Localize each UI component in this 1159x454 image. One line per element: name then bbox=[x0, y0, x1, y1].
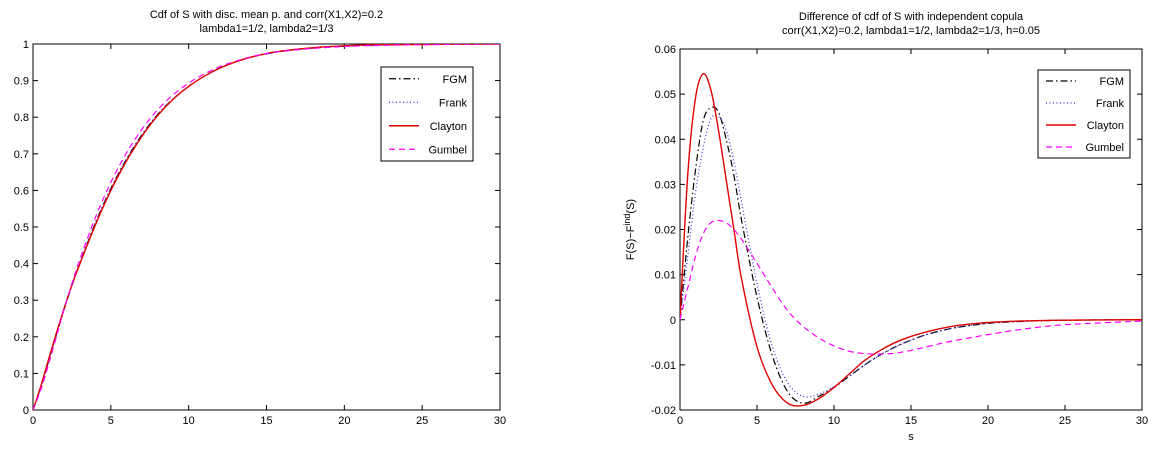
x-tick-label: 15 bbox=[260, 415, 272, 427]
y-tick-label: 0.8 bbox=[14, 112, 29, 124]
y-tick-label: 0 bbox=[23, 405, 29, 417]
legend-label-gumbel: Gumbel bbox=[1085, 142, 1124, 154]
x-tick-label: 15 bbox=[905, 415, 917, 427]
x-tick-label: 25 bbox=[416, 415, 428, 427]
series-line-gumbel bbox=[680, 219, 1142, 355]
y-tick-label: 0.03 bbox=[655, 179, 676, 191]
y-tick-label: 0.4 bbox=[14, 259, 29, 271]
y-tick-label: 0 bbox=[670, 315, 676, 327]
y-axis-label: F(S)−Find(S) bbox=[622, 199, 637, 260]
legend-label-clayton: Clayton bbox=[430, 121, 467, 133]
y-tick-label: 0.05 bbox=[655, 89, 676, 101]
chart-2: Difference of cdf of S with independent … bbox=[622, 11, 1148, 443]
y-tick-label: 0.3 bbox=[14, 295, 29, 307]
y-tick-label: -0.01 bbox=[651, 360, 676, 372]
legend-label-fgm: FGM bbox=[1100, 76, 1124, 88]
legend-label-gumbel: Gumbel bbox=[428, 144, 467, 156]
chart-title-line: Cdf of S with disc. mean p. and corr(X1,… bbox=[150, 9, 383, 21]
x-tick-label: 10 bbox=[183, 415, 195, 427]
y-tick-label: 1 bbox=[23, 39, 29, 51]
x-tick-label: 30 bbox=[494, 415, 506, 427]
y-tick-label: 0.2 bbox=[14, 332, 29, 344]
x-tick-label: 30 bbox=[1136, 415, 1148, 427]
y-tick-label: 0.9 bbox=[14, 76, 29, 88]
series-line-clayton bbox=[680, 72, 1142, 407]
y-tick-label: 0.02 bbox=[655, 225, 676, 237]
x-tick-label: 0 bbox=[30, 415, 36, 427]
y-tick-label: 0.6 bbox=[14, 185, 29, 197]
legend-box bbox=[1037, 69, 1131, 159]
y-tick-label: -0.02 bbox=[651, 405, 676, 417]
series-line-clayton bbox=[33, 44, 500, 410]
legend-box bbox=[380, 66, 474, 162]
x-tick-label: 0 bbox=[677, 415, 683, 427]
x-tick-label: 5 bbox=[108, 415, 114, 427]
series-line-fgm bbox=[680, 106, 1142, 404]
y-tick-label: 0.7 bbox=[14, 149, 29, 161]
x-axis-label: s bbox=[908, 431, 914, 443]
y-tick-label: 0.01 bbox=[655, 270, 676, 282]
x-tick-label: 20 bbox=[982, 415, 994, 427]
y-tick-label: 0.5 bbox=[14, 222, 29, 234]
chart-title-line: corr(X1,X2)=0.2, lambda1=1/2, lambda2=1/… bbox=[782, 25, 1040, 37]
x-tick-label: 25 bbox=[1059, 415, 1071, 427]
series-line-gumbel bbox=[33, 44, 500, 410]
x-tick-label: 10 bbox=[828, 415, 840, 427]
chart-1: Cdf of S with disc. mean p. and corr(X1,… bbox=[14, 9, 506, 427]
x-tick-label: 20 bbox=[338, 415, 350, 427]
legend-label-frank: Frank bbox=[439, 97, 468, 109]
y-tick-label: 0.1 bbox=[14, 368, 29, 380]
legend-label-clayton: Clayton bbox=[1087, 120, 1124, 132]
y-tick-label: 0.06 bbox=[655, 44, 676, 56]
chart-title-line: Difference of cdf of S with independent … bbox=[799, 11, 1024, 23]
chart-title-line: lambda1=1/2, lambda2=1/3 bbox=[200, 23, 334, 35]
x-tick-label: 5 bbox=[754, 415, 760, 427]
legend-label-fgm: FGM bbox=[443, 74, 467, 86]
legend-label-frank: Frank bbox=[1096, 98, 1125, 110]
y-tick-label: 0.04 bbox=[655, 134, 676, 146]
